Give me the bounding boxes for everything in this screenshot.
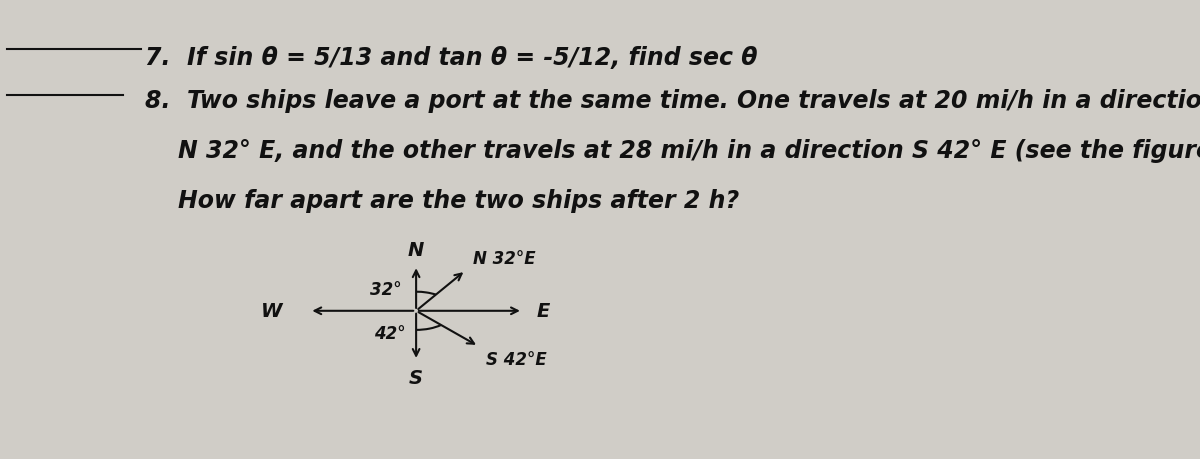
Text: 7.  If sin θ = 5/13 and tan θ = -5/12, find sec θ: 7. If sin θ = 5/13 and tan θ = -5/12, fi… <box>145 46 757 70</box>
Text: S 42°E: S 42°E <box>486 350 546 368</box>
Text: N 32° E, and the other travels at 28 mi/h in a direction S 42° E (see the figure: N 32° E, and the other travels at 28 mi/… <box>145 139 1200 163</box>
Text: S: S <box>409 368 424 387</box>
Text: N 32°E: N 32°E <box>473 249 535 267</box>
Text: E: E <box>536 302 550 320</box>
Text: W: W <box>262 302 283 320</box>
Text: 8.  Two ships leave a port at the same time. One travels at 20 mi/h in a directi: 8. Two ships leave a port at the same ti… <box>145 89 1200 113</box>
Text: 32°: 32° <box>370 280 402 298</box>
Text: 42°: 42° <box>373 324 406 342</box>
Text: N: N <box>408 240 425 259</box>
Text: How far apart are the two ships after 2 h?: How far apart are the two ships after 2 … <box>145 189 739 213</box>
